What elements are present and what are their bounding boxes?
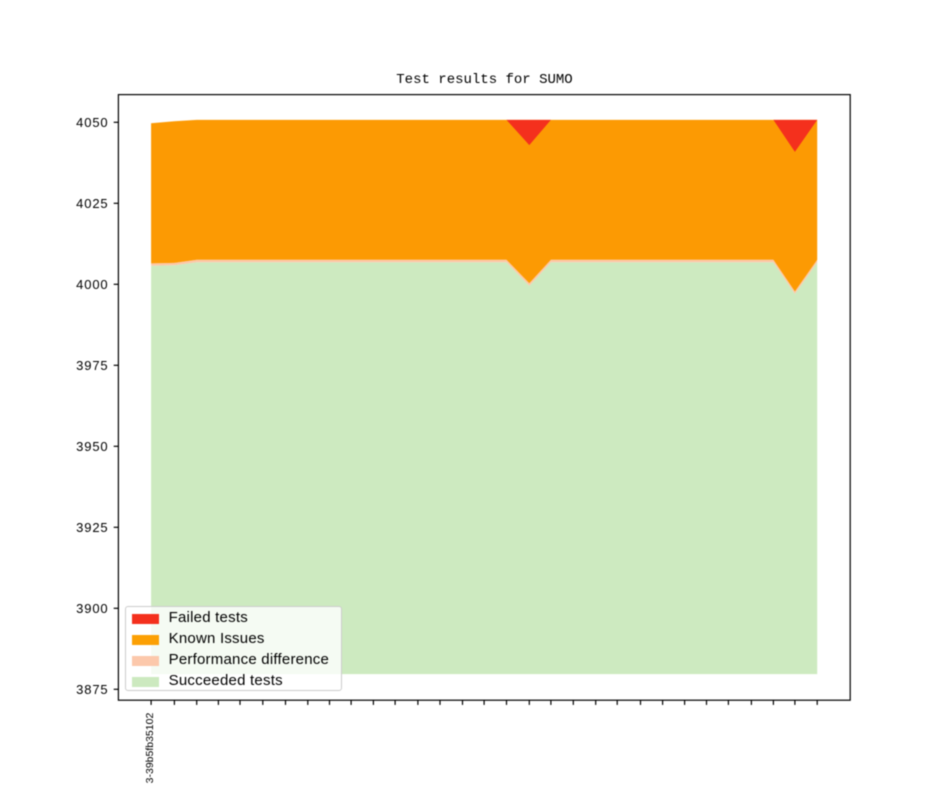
svg-text:3-39b5fb35102: 3-39b5fb35102	[144, 713, 156, 784]
